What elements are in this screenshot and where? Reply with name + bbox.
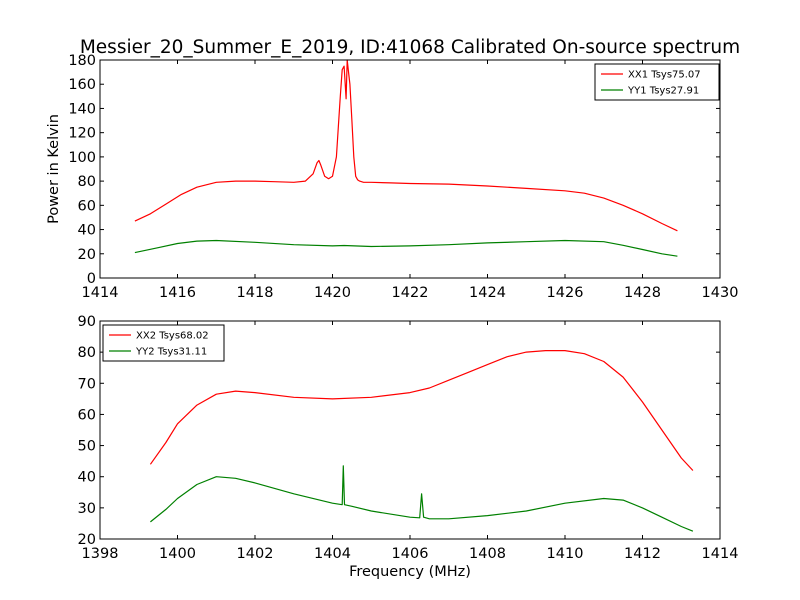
top-series-line-1 bbox=[134, 59, 678, 232]
top-ytick-label: 80 bbox=[78, 174, 96, 190]
top-ytick-label: 0 bbox=[87, 271, 96, 287]
bottom-xtick-label: 1410 bbox=[547, 546, 584, 562]
top-ytick-label: 100 bbox=[68, 150, 96, 166]
bottom-xtick-label: 1406 bbox=[392, 546, 429, 562]
top-ytick-label: 40 bbox=[78, 223, 96, 239]
bottom-legend-label: XX2 Tsys68.02 bbox=[136, 331, 209, 342]
bottom-xtick-label: 1414 bbox=[702, 546, 739, 562]
top-ytick-label: 160 bbox=[68, 77, 96, 93]
bottom-xtick-label: 1412 bbox=[624, 546, 661, 562]
top-ytick-label: 120 bbox=[68, 126, 96, 142]
top-xtick-label: 1428 bbox=[624, 285, 661, 301]
bottom-legend-label: YY2 Tsys31.11 bbox=[135, 347, 207, 358]
top-legend: XX1 Tsys75.07 YY1 Tsys27.91 bbox=[594, 63, 720, 101]
top-xtick-label: 1424 bbox=[469, 285, 506, 301]
top-legend-label: XX1 Tsys75.07 bbox=[628, 70, 701, 81]
top-ytick-label: 60 bbox=[78, 198, 96, 214]
bottom-panel: 1398 1400 1402 1404 1406 1408 1410 1412 1414 20 30… bbox=[78, 314, 739, 580]
top-xtick-label: 1426 bbox=[547, 285, 584, 301]
bottom-xtick-label: 1404 bbox=[314, 546, 351, 562]
top-xtick-label: 1418 bbox=[237, 285, 274, 301]
top-panel: 1414 1416 1418 1420 1422 1424 1426 1428 1430 0 20 4… bbox=[46, 53, 738, 301]
bottom-xtick-label: 1398 bbox=[82, 546, 119, 562]
bottom-legend: XX2 Tsys68.02 YY2 Tsys31.11 bbox=[102, 324, 225, 362]
bottom-series-line-1 bbox=[149, 350, 694, 471]
top-ytick-label: 180 bbox=[68, 53, 96, 69]
top-xtick-label: 1422 bbox=[392, 285, 429, 301]
top-xtick-label: 1420 bbox=[314, 285, 351, 301]
top-ytick-label: 20 bbox=[78, 247, 96, 263]
bottom-ytick-label: 30 bbox=[78, 501, 96, 517]
bottom-ytick-label: 50 bbox=[78, 439, 96, 455]
bottom-xtick-label: 1402 bbox=[237, 546, 274, 562]
bottom-legend-box bbox=[102, 324, 225, 362]
top-xtick-label: 1416 bbox=[159, 285, 196, 301]
bottom-series-line-2 bbox=[150, 465, 694, 532]
top-legend-box bbox=[594, 63, 720, 101]
chart-title: Messier_20_Summer_E_2019, ID:41068 Calib… bbox=[80, 37, 740, 58]
top-ylabel: Power in Kelvin bbox=[46, 114, 62, 224]
top-series-line-2 bbox=[134, 239, 678, 257]
bottom-xlabel: Frequency (MHz) bbox=[349, 564, 471, 580]
top-xtick-label: 1414 bbox=[82, 285, 119, 301]
top-ytick-label: 140 bbox=[68, 101, 96, 117]
bottom-xtick-label: 1408 bbox=[469, 546, 506, 562]
bottom-ytick-label: 90 bbox=[78, 314, 96, 330]
bottom-ytick-label: 80 bbox=[78, 345, 96, 361]
top-legend-label: YY1 Tsys27.91 bbox=[627, 86, 699, 97]
bottom-ytick-label: 60 bbox=[78, 407, 96, 423]
bottom-ytick-label: 40 bbox=[78, 470, 96, 486]
bottom-ytick-label: 70 bbox=[78, 376, 96, 392]
bottom-ytick-label: 20 bbox=[78, 532, 96, 548]
bottom-xtick-label: 1400 bbox=[159, 546, 196, 562]
top-xtick-label: 1430 bbox=[702, 285, 739, 301]
